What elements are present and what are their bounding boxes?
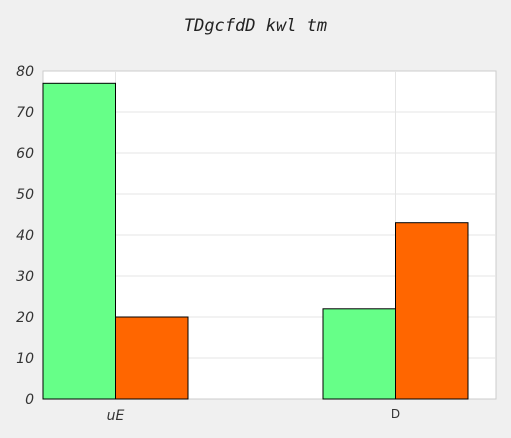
y-tick-label: 40 [16, 228, 34, 244]
y-axis-ticks: 0 10 20 30 40 50 60 70 80 [16, 64, 34, 408]
y-tick-label: 50 [16, 187, 34, 203]
y-tick-label: 60 [16, 146, 34, 162]
y-tick-label: 80 [16, 64, 34, 80]
y-tick-label: 0 [25, 392, 34, 408]
bars [42, 82, 469, 400]
x-tick-label: uE [107, 408, 125, 424]
x-tick-label: D [391, 407, 400, 421]
bar-uE-series2 [115, 316, 189, 400]
x-axis-ticks: uE D [107, 407, 400, 424]
y-tick-label: 70 [16, 105, 34, 121]
y-tick-label: 30 [16, 269, 34, 285]
bar-uE-series1 [42, 82, 116, 400]
bar-D-series1 [322, 308, 396, 400]
y-tick-label: 10 [16, 351, 34, 367]
y-tick-label: 20 [16, 310, 34, 326]
chart-title: TDgcfdD kwl tm [183, 16, 328, 36]
bar-D-series2 [395, 222, 469, 400]
